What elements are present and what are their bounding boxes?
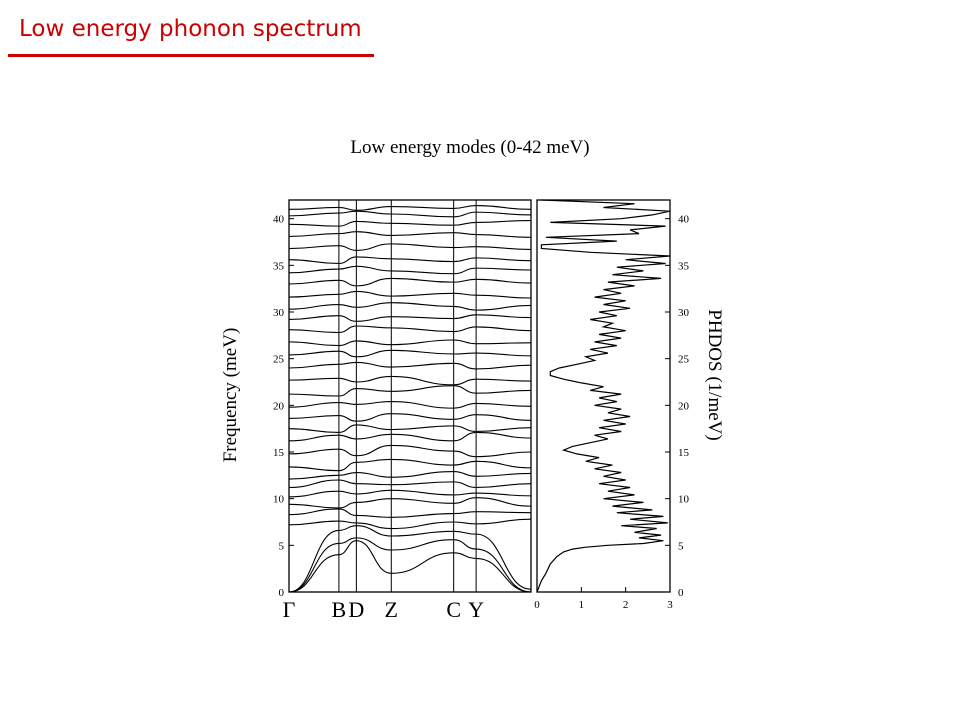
phonon-branch — [288, 277, 532, 287]
phonon-branch — [288, 489, 532, 498]
phonon-branch — [288, 290, 532, 299]
phonon-branch — [288, 385, 532, 397]
phonon-branch — [288, 479, 532, 489]
phonon-branch — [288, 314, 532, 322]
phonon-branch — [288, 424, 532, 433]
phdos-curve — [536, 199, 671, 593]
phonon-branch — [288, 497, 532, 509]
phonon-branch — [288, 256, 532, 265]
y-tick-label: 10 — [678, 494, 690, 506]
y-tick-label: 20 — [273, 400, 285, 412]
slide-title: Low energy phonon spectrum — [19, 16, 362, 42]
phonon-branch — [288, 349, 532, 358]
y-axis-label-phdos: PHDOS (1/meV) — [704, 309, 725, 440]
y-tick-label: 15 — [678, 447, 690, 459]
y-tick-label: 15 — [273, 447, 285, 459]
y-tick-label: 35 — [273, 260, 285, 272]
phonon-branch — [288, 444, 532, 458]
y-axis-label-frequency: Frequency (meV) — [220, 328, 241, 463]
kpoint-label: C — [446, 597, 461, 622]
phonon-branch — [288, 231, 532, 238]
kpoint-label: B — [332, 597, 347, 622]
y-tick-label: 5 — [678, 540, 684, 552]
title-underline — [8, 54, 374, 57]
x-tick-label: 2 — [623, 599, 629, 611]
phonon-branch — [288, 302, 532, 311]
phonon-branch — [288, 431, 532, 442]
dos-frame — [536, 199, 671, 593]
phonon-branch — [288, 325, 532, 334]
phonon-branch — [288, 339, 532, 347]
y-tick-label: 0 — [678, 587, 684, 599]
y-tick-label: 30 — [273, 307, 285, 319]
phonon-branch — [288, 219, 532, 227]
phonon-branch — [288, 508, 532, 518]
phonon-branch — [288, 243, 532, 251]
phonon-branch — [288, 210, 532, 218]
phonon-branch — [288, 205, 532, 211]
chart-title: Low energy modes (0-42 meV) — [350, 137, 589, 158]
x-tick-label: 0 — [534, 599, 540, 611]
kpoint-label: Γ — [283, 597, 296, 622]
y-tick-label: 40 — [678, 214, 690, 226]
phonon-branch — [288, 537, 532, 593]
y-tick-label: 5 — [279, 540, 285, 552]
phonon-branch — [288, 471, 532, 480]
y-tick-label: 25 — [273, 354, 285, 366]
kpoint-label: Z — [385, 597, 398, 622]
y-tick-label: 30 — [678, 307, 690, 319]
x-tick-label: 1 — [579, 599, 585, 611]
kpoint-label: D — [348, 597, 364, 622]
y-tick-label: 20 — [678, 400, 690, 412]
phonon-branch — [288, 401, 532, 409]
dispersion-frame — [288, 199, 532, 593]
phonon-branch — [288, 540, 532, 593]
y-tick-label: 0 — [279, 587, 285, 599]
phonon-branch — [288, 265, 532, 275]
y-tick-label: 25 — [678, 354, 690, 366]
kpoint-label: Y — [468, 597, 484, 622]
x-tick-label: 3 — [667, 599, 673, 611]
y-tick-label: 40 — [273, 214, 285, 226]
y-tick-label: 10 — [273, 494, 285, 506]
phonon-branch — [288, 458, 532, 472]
dispersion-panel: Γ B D Z C Y 0 5 10 15 20 25 30 35 40 — [273, 199, 532, 622]
phonon-branch — [288, 413, 532, 422]
phonon-branch — [288, 518, 532, 530]
phonon-branch — [288, 361, 532, 370]
phonon-branch — [288, 375, 532, 386]
y-tick-label: 35 — [678, 260, 690, 272]
phonon-branch — [288, 525, 532, 593]
